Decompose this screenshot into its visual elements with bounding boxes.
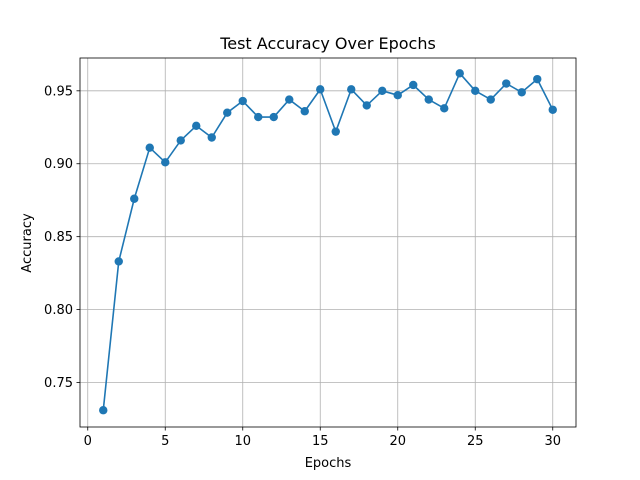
data-point <box>409 80 418 90</box>
axes <box>79 57 577 428</box>
data-point <box>223 108 232 117</box>
y-tick-label: 0.85 <box>44 230 73 245</box>
data-point <box>316 85 325 94</box>
data-point <box>207 133 216 142</box>
x-tick-label: 10 <box>234 434 251 449</box>
series-line-group <box>99 69 557 415</box>
data-point <box>161 158 170 167</box>
data-point <box>145 143 154 152</box>
series-line <box>102 72 554 412</box>
data-point <box>393 90 402 100</box>
x-tick-label: 25 <box>467 434 484 449</box>
data-point <box>331 127 340 136</box>
data-point <box>176 136 185 145</box>
x-axis-label: Epochs <box>305 456 352 471</box>
data-point <box>192 121 201 131</box>
data-point <box>99 406 108 415</box>
data-point <box>114 257 123 266</box>
data-point <box>502 79 511 88</box>
data-point <box>347 85 356 94</box>
plot-frame <box>79 57 577 428</box>
y-axis-label: Accuracy <box>20 213 35 273</box>
data-point <box>548 105 557 114</box>
data-point <box>517 88 526 97</box>
data-point <box>300 107 309 116</box>
y-tick-label: 0.90 <box>44 157 73 172</box>
data-point <box>471 86 480 96</box>
data-point <box>440 104 449 113</box>
data-point <box>130 194 139 203</box>
x-tick-label: 0 <box>84 434 92 449</box>
y-tick-label: 0.95 <box>44 84 73 99</box>
data-point <box>269 112 278 122</box>
data-point <box>455 69 464 78</box>
ticks: 0 5 10 15 20 25 30 0.75 0.80 0.85 0.90 0.95 <box>44 84 561 449</box>
data-point <box>486 95 495 104</box>
x-tick-label: 20 <box>389 434 406 449</box>
data-point <box>285 95 294 104</box>
data-point <box>362 101 371 110</box>
data-point <box>378 86 387 96</box>
data-point <box>254 112 263 122</box>
grid <box>80 58 576 427</box>
data-point <box>533 74 542 84</box>
chart-title: Test Accuracy Over Epochs <box>219 34 436 53</box>
y-tick-label: 0.80 <box>44 303 73 318</box>
x-tick-label: 15 <box>312 434 329 449</box>
x-tick-label: 30 <box>544 434 561 449</box>
data-point <box>238 96 247 106</box>
x-tick-label: 5 <box>161 434 169 449</box>
y-tick-label: 0.75 <box>44 376 73 391</box>
data-point <box>424 95 433 104</box>
